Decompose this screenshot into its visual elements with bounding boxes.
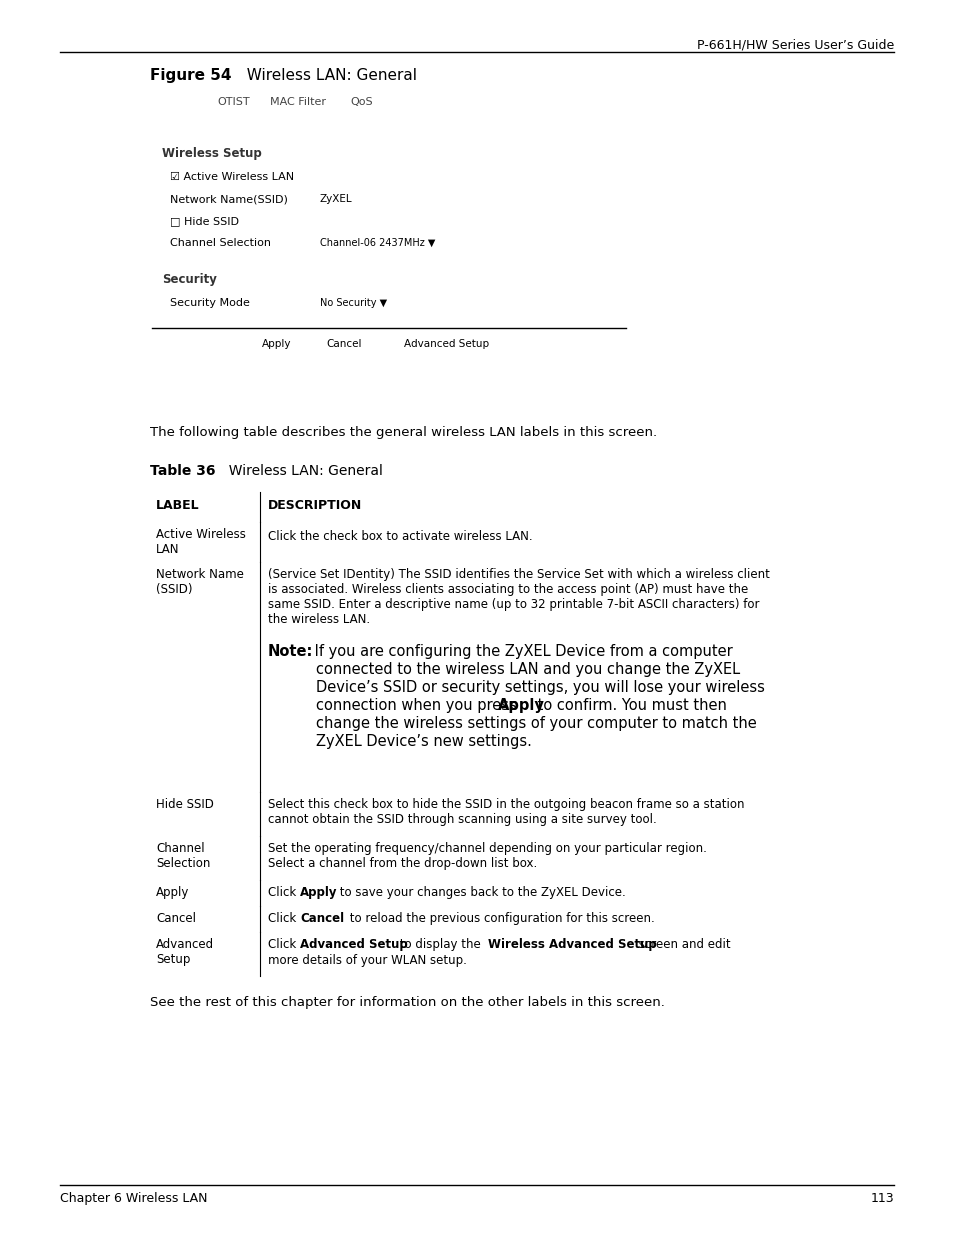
Text: See the rest of this chapter for information on the other labels in this screen.: See the rest of this chapter for informa…	[150, 995, 664, 1009]
Text: connection when you press: connection when you press	[315, 698, 521, 713]
Text: Apply: Apply	[299, 885, 337, 899]
Text: Set the operating frequency/channel depending on your particular region.
Select : Set the operating frequency/channel depe…	[268, 842, 706, 869]
Text: Security Mode: Security Mode	[170, 298, 250, 308]
Text: screen and edit: screen and edit	[635, 939, 730, 951]
Text: ☑ Active Wireless LAN: ☑ Active Wireless LAN	[170, 172, 294, 182]
Text: Channel-06 2437MHz ▼: Channel-06 2437MHz ▼	[319, 238, 435, 248]
Text: change the wireless settings of your computer to match the: change the wireless settings of your com…	[315, 716, 756, 731]
Text: Wireless Setup: Wireless Setup	[162, 147, 261, 161]
Text: Figure 54: Figure 54	[150, 68, 232, 83]
Text: Click: Click	[268, 911, 299, 925]
Text: ZyXEL Device’s new settings.: ZyXEL Device’s new settings.	[315, 734, 532, 748]
Text: Note:: Note:	[268, 643, 313, 659]
Text: Device’s SSID or security settings, you will lose your wireless: Device’s SSID or security settings, you …	[315, 680, 764, 695]
Text: Advanced Setup: Advanced Setup	[299, 939, 407, 951]
Text: General: General	[154, 98, 207, 110]
Text: Click: Click	[268, 939, 299, 951]
Text: Apply: Apply	[156, 885, 190, 899]
Text: Cancel: Cancel	[326, 338, 361, 350]
Text: OTIST: OTIST	[216, 98, 250, 107]
Text: Channel Selection: Channel Selection	[170, 238, 271, 248]
Text: Hide SSID: Hide SSID	[156, 798, 213, 811]
Text: Network Name
(SSID): Network Name (SSID)	[156, 568, 244, 597]
Text: Cancel: Cancel	[156, 911, 195, 925]
Text: MAC Filter: MAC Filter	[270, 98, 326, 107]
Text: Network Name(SSID): Network Name(SSID)	[170, 194, 288, 204]
Text: LABEL: LABEL	[156, 499, 199, 513]
Text: connected to the wireless LAN and you change the ZyXEL: connected to the wireless LAN and you ch…	[315, 662, 740, 677]
Text: Cancel: Cancel	[299, 911, 344, 925]
Text: Select this check box to hide the SSID in the outgoing beacon frame so a station: Select this check box to hide the SSID i…	[268, 798, 743, 826]
Text: Table 36: Table 36	[150, 464, 215, 478]
Text: Wireless LAN: General: Wireless LAN: General	[220, 464, 382, 478]
Text: Advanced Setup: Advanced Setup	[404, 338, 489, 350]
Text: Apply: Apply	[497, 698, 544, 713]
Text: ZyXEL: ZyXEL	[319, 194, 353, 204]
Text: Click the check box to activate wireless LAN.: Click the check box to activate wireless…	[268, 530, 532, 543]
Text: Chapter 6 Wireless LAN: Chapter 6 Wireless LAN	[60, 1192, 208, 1205]
Text: (Service Set IDentity) The SSID identifies the Service Set with which a wireless: (Service Set IDentity) The SSID identifi…	[268, 568, 769, 626]
Text: 113: 113	[869, 1192, 893, 1205]
Text: Active Wireless
LAN: Active Wireless LAN	[156, 529, 246, 556]
Text: Security: Security	[162, 273, 216, 287]
Text: QoS: QoS	[350, 98, 373, 107]
Text: Wireless Advanced Setup: Wireless Advanced Setup	[488, 939, 656, 951]
Text: to display the: to display the	[395, 939, 484, 951]
Text: Channel
Selection: Channel Selection	[156, 842, 211, 869]
Text: The following table describes the general wireless LAN labels in this screen.: The following table describes the genera…	[150, 426, 657, 438]
Text: to reload the previous configuration for this screen.: to reload the previous configuration for…	[346, 911, 654, 925]
Text: more details of your WLAN setup.: more details of your WLAN setup.	[268, 953, 466, 967]
Text: No Security ▼: No Security ▼	[319, 298, 387, 308]
Text: Click: Click	[268, 885, 299, 899]
Text: DESCRIPTION: DESCRIPTION	[268, 499, 362, 513]
Text: Wireless LAN: General: Wireless LAN: General	[236, 68, 416, 83]
Text: P-661H/HW Series User’s Guide: P-661H/HW Series User’s Guide	[696, 38, 893, 51]
Text: Advanced
Setup: Advanced Setup	[156, 939, 213, 966]
Text: to confirm. You must then: to confirm. You must then	[533, 698, 726, 713]
Text: If you are configuring the ZyXEL Device from a computer: If you are configuring the ZyXEL Device …	[310, 643, 732, 659]
Text: to save your changes back to the ZyXEL Device.: to save your changes back to the ZyXEL D…	[335, 885, 625, 899]
Text: □ Hide SSID: □ Hide SSID	[170, 216, 239, 226]
Text: Apply: Apply	[262, 338, 292, 350]
